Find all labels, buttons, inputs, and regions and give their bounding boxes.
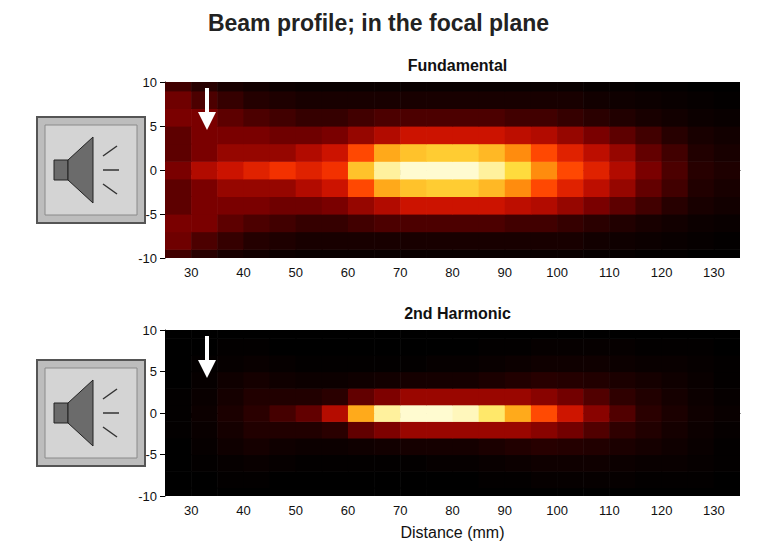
svg-text:40: 40	[236, 265, 250, 280]
svg-text:50: 50	[288, 265, 302, 280]
svg-text:110: 110	[599, 265, 620, 280]
svg-text:10: 10	[143, 75, 157, 90]
svg-text:120: 120	[651, 265, 673, 280]
svg-text:130: 130	[703, 265, 725, 280]
svg-text:110: 110	[599, 503, 620, 518]
svg-text:0: 0	[150, 163, 157, 178]
svg-text:120: 120	[651, 503, 673, 518]
svg-text:30: 30	[184, 503, 198, 518]
svg-text:2nd Harmonic: 2nd Harmonic	[404, 305, 511, 322]
svg-text:50: 50	[288, 503, 302, 518]
svg-text:Beam profile; in the focal pla: Beam profile; in the focal plane	[208, 10, 549, 36]
svg-text:-5: -5	[145, 207, 157, 222]
svg-text:30: 30	[184, 265, 198, 280]
svg-text:90: 90	[498, 265, 512, 280]
svg-text:-10: -10	[138, 489, 157, 504]
svg-text:80: 80	[445, 503, 459, 518]
svg-text:80: 80	[445, 265, 459, 280]
svg-text:Distance (mm): Distance (mm)	[400, 524, 504, 541]
svg-text:100: 100	[546, 265, 568, 280]
svg-text:60: 60	[341, 503, 355, 518]
svg-text:5: 5	[150, 364, 157, 379]
svg-text:60: 60	[341, 265, 355, 280]
svg-text:90: 90	[498, 503, 512, 518]
svg-text:10: 10	[143, 323, 157, 338]
svg-text:100: 100	[546, 503, 568, 518]
svg-text:70: 70	[393, 265, 407, 280]
svg-text:70: 70	[393, 503, 407, 518]
svg-text:Fundamental: Fundamental	[408, 57, 508, 74]
svg-text:-10: -10	[138, 251, 157, 266]
svg-text:5: 5	[150, 119, 157, 134]
svg-text:-5: -5	[145, 447, 157, 462]
svg-text:40: 40	[236, 503, 250, 518]
svg-text:130: 130	[703, 503, 725, 518]
svg-text:0: 0	[150, 406, 157, 421]
